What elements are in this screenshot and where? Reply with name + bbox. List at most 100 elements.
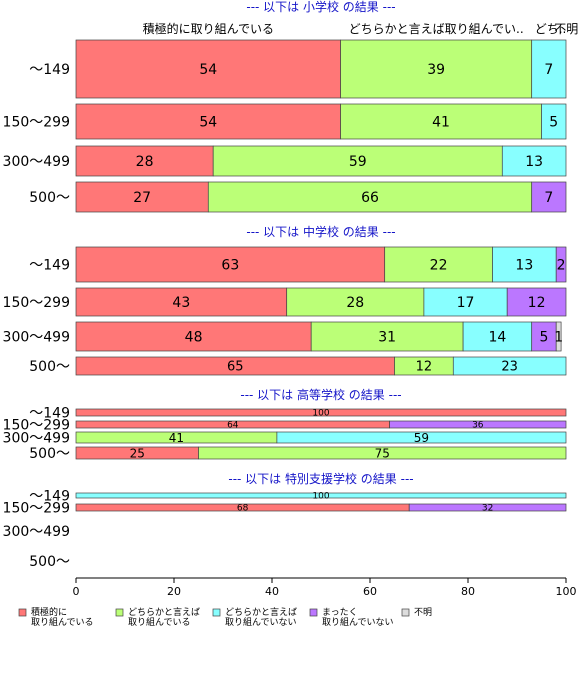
legend-swatch — [115, 608, 124, 617]
bar-segment — [555, 321, 562, 352]
group-title: --- 以下は 特別支援学校 の結果 --- — [228, 471, 413, 486]
row-label: 150～299 — [3, 418, 70, 434]
bar-segment — [75, 408, 567, 417]
category-header-label: 積極的に取り組んでいる — [143, 21, 274, 36]
group-title: --- 以下は 高等学校 の結果 --- — [240, 387, 401, 402]
row-label: 300～499 — [3, 431, 70, 447]
row-label: 150～299 — [3, 295, 70, 311]
bar-value-label: 31 — [378, 330, 396, 346]
bar-segment — [340, 39, 533, 99]
bar-value-label: 13 — [515, 258, 533, 274]
bar-value-label: 43 — [172, 295, 190, 311]
bar-segment — [75, 145, 214, 177]
row-label: 150～299 — [3, 115, 70, 131]
bar-value-label: 32 — [482, 504, 493, 514]
bar-value-label: 64 — [227, 421, 239, 431]
row-label: ～149 — [29, 406, 70, 422]
category-header-label: どちらかと言えば取り組んでい.. — [349, 22, 524, 36]
bar-segment — [212, 145, 503, 177]
bar-segment — [75, 246, 386, 283]
row-label: 500～ — [29, 359, 70, 375]
bar-value-label: 66 — [361, 190, 379, 206]
bar-value-label: 5 — [539, 330, 548, 346]
row-label: 300～499 — [3, 154, 70, 170]
bar-value-label: 63 — [221, 258, 239, 274]
legend-label: まったく取り組んでいない — [322, 607, 394, 628]
bar-segment — [198, 446, 567, 460]
bar-segment — [541, 103, 567, 140]
category-header-label: どち.. — [535, 22, 567, 36]
bar-value-label: 100 — [312, 492, 329, 502]
legend-label: どちらかと言えば取り組んでいる — [128, 606, 200, 628]
bar-value-label: 28 — [136, 154, 154, 170]
bar-segment — [286, 287, 425, 317]
bar-segment — [531, 321, 557, 352]
x-tick-label: 100 — [556, 585, 577, 598]
group-title: --- 以下は 小学校 の結果 --- — [246, 0, 395, 14]
bar-value-label: 12 — [528, 295, 546, 311]
bar-segment — [340, 103, 542, 140]
bar-value-label: 41 — [432, 115, 450, 131]
bar-value-label: 7 — [544, 62, 553, 78]
x-tick-label: 20 — [167, 585, 181, 598]
group-title: --- 以下は 中学校 の結果 --- — [246, 224, 395, 239]
bar-value-label: 23 — [501, 360, 518, 375]
bar-segment — [75, 321, 312, 352]
bar-segment — [452, 356, 567, 376]
bar-segment — [408, 503, 567, 512]
row-label: 300～499 — [3, 330, 70, 346]
bar-value-label: 100 — [312, 409, 329, 419]
row-label: 300～499 — [3, 524, 70, 540]
bar-value-label: 68 — [237, 504, 249, 514]
legend-swatch — [18, 608, 27, 617]
bar-value-label: 59 — [349, 154, 367, 170]
bar-value-label: 28 — [346, 295, 364, 311]
bar-segment — [506, 287, 567, 317]
x-tick-label: 0 — [73, 585, 80, 598]
bar-value-label: 59 — [414, 431, 429, 445]
row-label: ～149 — [29, 62, 70, 78]
row-label: 500～ — [29, 190, 70, 206]
bar-segment — [276, 431, 567, 444]
bar-value-label: 7 — [544, 190, 553, 206]
bar-segment — [492, 246, 557, 283]
bar-segment — [531, 39, 567, 99]
bar-segment — [384, 246, 493, 283]
x-tick-label: 40 — [265, 585, 279, 598]
bar-value-label: 65 — [227, 360, 244, 375]
legend-label: 積極的に取り組んでいる — [31, 606, 94, 628]
bar-segment — [555, 246, 567, 283]
bar-segment — [531, 181, 567, 213]
legend-label: 不明 — [414, 607, 432, 618]
x-tick-label: 60 — [363, 585, 377, 598]
row-label: 500～ — [29, 554, 70, 570]
legend-swatch — [212, 608, 221, 617]
x-tick-label: 80 — [461, 585, 475, 598]
bar-segment — [75, 181, 209, 213]
bar-segment — [207, 181, 533, 213]
bar-value-label: 41 — [169, 431, 184, 445]
bar-segment — [501, 145, 567, 177]
row-label: ～149 — [29, 258, 70, 274]
bar-value-label: 13 — [525, 154, 543, 170]
bar-value-label: 48 — [185, 330, 203, 346]
bar-value-label: 39 — [427, 62, 445, 78]
bar-value-label: 54 — [199, 62, 217, 78]
bar-value-label: 54 — [199, 115, 217, 131]
bar-value-label: 17 — [457, 295, 475, 311]
bar-segment — [423, 287, 508, 317]
bar-value-label: 14 — [488, 330, 506, 346]
bar-value-label: 5 — [549, 115, 558, 131]
bar-segment — [462, 321, 533, 352]
bar-value-label: 22 — [430, 258, 448, 274]
bar-value-label: 2 — [557, 258, 566, 274]
bar-value-label: 27 — [133, 190, 151, 206]
bar-value-label: 25 — [130, 446, 145, 460]
bar-value-label: 1 — [554, 330, 563, 346]
row-label: ～149 — [29, 489, 70, 505]
legend-swatch — [401, 608, 410, 617]
bar-segment — [75, 492, 567, 499]
category-header-label: 不明 — [554, 22, 578, 36]
